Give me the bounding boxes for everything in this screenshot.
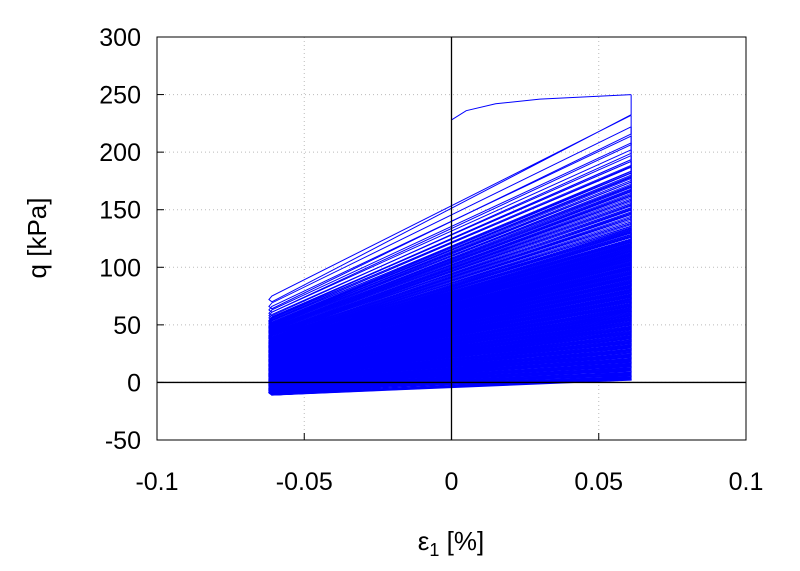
y-tick-label: 300: [99, 24, 141, 52]
y-tick-label: 0: [127, 369, 141, 397]
x-tick-label: -0.05: [276, 468, 333, 496]
y-tick-label: 50: [113, 312, 141, 340]
y-tick-labels: -50 0 50 100 150 200 250 300: [99, 24, 141, 455]
y-tick-label: -50: [105, 427, 141, 455]
cycle-loop: [268, 94, 632, 303]
initial-loading-curve: [451, 94, 632, 121]
x-tick-label: 0.05: [574, 468, 623, 496]
stress-strain-curves: [268, 94, 632, 396]
x-tick-labels: -0.1 -0.05 0 0.05 0.1: [135, 468, 763, 496]
y-tick-label: 150: [99, 197, 141, 225]
x-axis-label: ε1 [%]: [418, 526, 484, 560]
y-tick-label: 250: [99, 82, 141, 110]
y-tick-label: 100: [99, 254, 141, 282]
cycle-loop: [268, 378, 632, 396]
x-tick-label: 0: [445, 468, 459, 496]
x-tick-label: 0.1: [729, 468, 764, 496]
y-tick-label: 200: [99, 139, 141, 167]
plot-frame: [156, 36, 747, 441]
y-axis-label: q [kPa]: [22, 198, 52, 279]
x-tick-label: -0.1: [135, 468, 178, 496]
axes: [156, 36, 747, 441]
